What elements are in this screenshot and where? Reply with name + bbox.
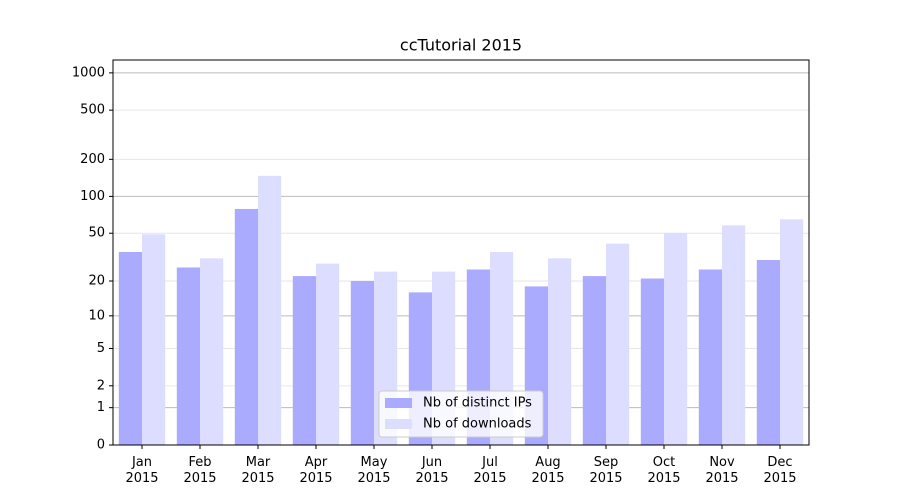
bar [722,225,746,445]
chart-title: ccTutorial 2015 [400,36,522,55]
x-tick-label: Feb 2015 [183,455,216,486]
y-tick-label: 100 [80,189,105,204]
x-tick-label: Jul 2015 [473,455,506,486]
bar [698,269,722,445]
x-tick-label: Apr 2015 [299,455,332,486]
y-tick-label: 1 [97,400,105,415]
bar [640,278,664,445]
y-tick-label: 2 [97,378,105,393]
x-tick-label: Sep 2015 [589,455,622,486]
bar [582,276,606,445]
y-tick-label: 20 [88,274,105,289]
bar [292,276,316,445]
x-tick-label: Mar 2015 [241,455,274,486]
x-tick-label: Oct 2015 [647,455,680,486]
bar [234,208,258,445]
y-tick-label: 1000 [72,65,105,80]
bar [548,258,572,445]
x-tick-label: May 2015 [357,455,390,486]
y-tick-label: 0 [97,438,105,453]
y-tick-label: 500 [80,103,105,118]
bar [176,267,200,445]
plot-frame [112,59,810,446]
bar [118,251,142,445]
legend-label: Nb of distinct IPs [423,396,532,411]
legend-swatch [385,398,412,408]
x-tick-label: Aug 2015 [531,455,564,486]
bar [200,258,224,445]
y-tick-label: 5 [97,341,105,356]
bar [258,175,282,445]
y-tick-label: 200 [80,152,105,167]
bar [780,219,804,445]
legend-box [378,390,544,438]
x-tick-label: Jan 2015 [125,455,158,486]
x-tick-label: Nov 2015 [705,455,738,486]
bar [350,281,374,445]
legend-label: Nb of downloads [423,417,532,432]
y-tick-label: 10 [88,308,105,323]
bar [142,234,166,445]
x-tick-label: Dec 2015 [763,455,796,486]
bar [756,260,780,445]
x-tick-label: Jun 2015 [415,455,448,486]
bar [606,243,630,445]
bar [316,263,340,445]
bar [664,233,688,445]
legend-swatch [385,419,412,429]
y-tick-label: 50 [88,226,105,241]
